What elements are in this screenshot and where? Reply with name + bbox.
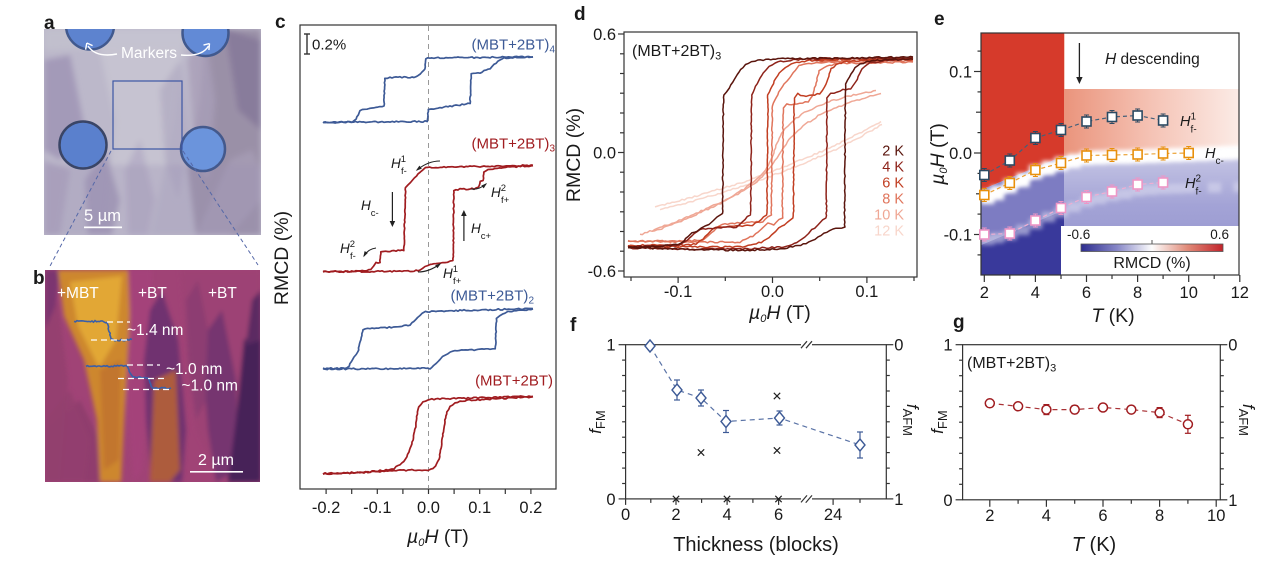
svg-text:0.0: 0.0 bbox=[761, 283, 784, 301]
svg-text:1: 1 bbox=[1228, 492, 1237, 510]
svg-text:(MBT+2BT): (MBT+2BT) bbox=[475, 373, 553, 390]
svg-text:(MBT+2BT)2: (MBT+2BT)2 bbox=[451, 288, 535, 307]
svg-text:0.1: 0.1 bbox=[949, 64, 972, 82]
svg-text:0.1: 0.1 bbox=[468, 499, 491, 517]
svg-text:2 K: 2 K bbox=[882, 144, 904, 160]
svg-text:1: 1 bbox=[894, 491, 903, 509]
svg-text:H1f-: H1 f- bbox=[1180, 112, 1197, 136]
svg-text:0.0: 0.0 bbox=[417, 499, 440, 517]
svg-text:10: 10 bbox=[1207, 507, 1225, 525]
svg-text:RMCD (%): RMCD (%) bbox=[271, 211, 293, 305]
svg-text:6: 6 bbox=[1098, 507, 1107, 525]
svg-text:-0.1: -0.1 bbox=[664, 283, 692, 301]
svg-text:(MBT+2BT)4: (MBT+2BT)4 bbox=[472, 37, 556, 56]
svg-text:1: 1 bbox=[943, 337, 952, 355]
svg-text:10: 10 bbox=[1180, 284, 1198, 302]
svg-text:24: 24 bbox=[824, 506, 842, 524]
svg-text:+BT: +BT bbox=[138, 285, 167, 302]
svg-text:-0.2: -0.2 bbox=[312, 499, 340, 517]
svg-text:-0.6: -0.6 bbox=[588, 263, 616, 281]
svg-text:0.6: 0.6 bbox=[1210, 227, 1229, 242]
svg-text:a: a bbox=[44, 13, 55, 34]
svg-text:T (K): T (K) bbox=[1091, 305, 1134, 327]
svg-text:fAFM: fAFM bbox=[1236, 404, 1257, 436]
svg-text:8 K: 8 K bbox=[882, 192, 904, 208]
svg-text:5 µm: 5 µm bbox=[84, 207, 121, 225]
svg-text:2: 2 bbox=[985, 507, 994, 525]
svg-text:(MBT+2BT)3: (MBT+2BT)3 bbox=[967, 355, 1056, 375]
svg-text:(MBT+2BT)3: (MBT+2BT)3 bbox=[472, 136, 556, 155]
svg-text:-0.1: -0.1 bbox=[944, 227, 972, 245]
svg-text:0: 0 bbox=[606, 491, 615, 509]
svg-text:~1.0 nm: ~1.0 nm bbox=[182, 378, 238, 395]
svg-text:4: 4 bbox=[1042, 507, 1051, 525]
svg-text:Markers: Markers bbox=[121, 45, 177, 62]
svg-text:+BT: +BT bbox=[208, 285, 237, 302]
svg-text:~1.4 nm: ~1.4 nm bbox=[127, 322, 183, 339]
svg-text:0.6: 0.6 bbox=[593, 26, 616, 44]
svg-text:T (K): T (K) bbox=[1072, 534, 1116, 556]
svg-text:-0.6: -0.6 bbox=[1067, 227, 1090, 242]
svg-text:0: 0 bbox=[894, 337, 903, 355]
svg-text:f: f bbox=[570, 315, 577, 336]
svg-text:10 K: 10 K bbox=[874, 208, 904, 224]
svg-text:2 µm: 2 µm bbox=[198, 452, 234, 469]
svg-text:fAFM: fAFM bbox=[900, 404, 921, 436]
svg-text:g: g bbox=[953, 312, 965, 333]
svg-text:6: 6 bbox=[774, 506, 783, 524]
svg-text:0: 0 bbox=[943, 492, 952, 510]
svg-text:H descending: H descending bbox=[1105, 51, 1200, 68]
svg-text:6: 6 bbox=[1082, 284, 1091, 302]
svg-text:µ0H (T): µ0H (T) bbox=[406, 526, 469, 549]
svg-text:c: c bbox=[275, 12, 286, 33]
svg-text:RMCD (%): RMCD (%) bbox=[563, 108, 585, 202]
svg-text:2: 2 bbox=[980, 284, 989, 302]
svg-text:2: 2 bbox=[671, 506, 680, 524]
svg-text:0: 0 bbox=[1228, 337, 1237, 355]
svg-text:0: 0 bbox=[621, 506, 630, 524]
svg-text:~1.0 nm: ~1.0 nm bbox=[166, 361, 222, 378]
svg-text:µ0H (T): µ0H (T) bbox=[927, 123, 950, 186]
svg-text:fFM: fFM bbox=[929, 410, 950, 433]
svg-text:1: 1 bbox=[606, 337, 615, 355]
svg-text:4: 4 bbox=[723, 506, 732, 524]
svg-text:e: e bbox=[934, 9, 945, 30]
svg-text:RMCD (%): RMCD (%) bbox=[1113, 255, 1190, 272]
svg-text:-0.1: -0.1 bbox=[363, 499, 391, 517]
svg-text:4: 4 bbox=[1031, 284, 1040, 302]
svg-text:12 K: 12 K bbox=[874, 224, 904, 240]
svg-text:12: 12 bbox=[1231, 284, 1249, 302]
svg-text:0.0: 0.0 bbox=[949, 145, 972, 163]
svg-text:H2f-: H2 f- bbox=[1185, 174, 1202, 198]
svg-text:6 K: 6 K bbox=[882, 176, 904, 192]
svg-text:µ0H (T): µ0H (T) bbox=[748, 302, 811, 325]
svg-text:(MBT+2BT)3: (MBT+2BT)3 bbox=[632, 43, 721, 63]
svg-text:d: d bbox=[574, 4, 586, 25]
svg-text:b: b bbox=[33, 268, 45, 289]
svg-text:fFM: fFM bbox=[587, 410, 608, 433]
svg-text:Thickness (blocks): Thickness (blocks) bbox=[673, 534, 839, 556]
svg-text:0.2: 0.2 bbox=[519, 499, 542, 517]
svg-text:+MBT: +MBT bbox=[57, 285, 99, 302]
svg-text:8: 8 bbox=[1155, 507, 1164, 525]
svg-text:0.2%: 0.2% bbox=[312, 37, 346, 54]
svg-text:0.0: 0.0 bbox=[593, 145, 616, 163]
svg-text:8: 8 bbox=[1133, 284, 1142, 302]
svg-text:0.1: 0.1 bbox=[855, 283, 878, 301]
svg-text:4 K: 4 K bbox=[882, 160, 904, 176]
